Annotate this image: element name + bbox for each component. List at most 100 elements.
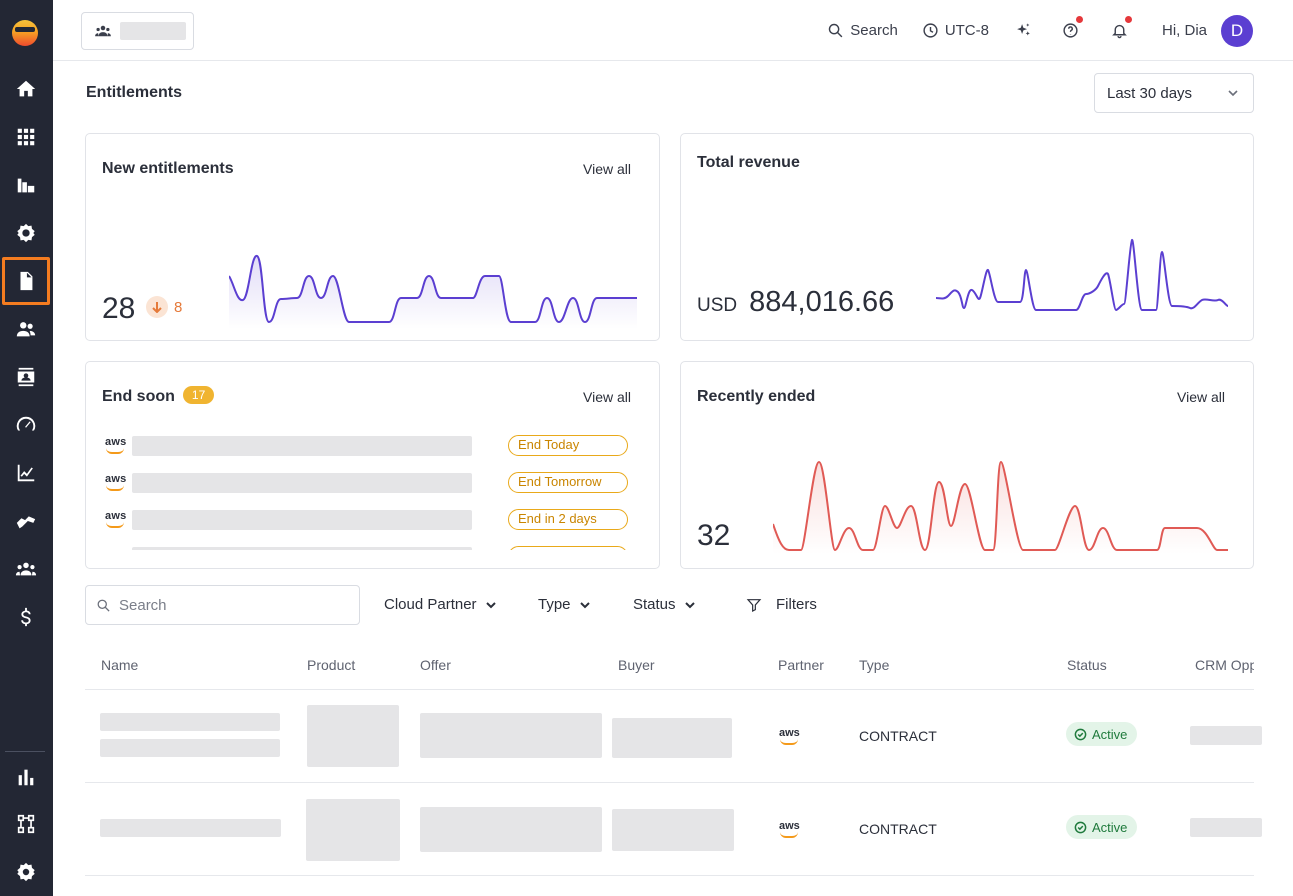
sparkline-area	[773, 462, 1228, 554]
team-switcher-button[interactable]	[81, 12, 194, 50]
redacted-entitlement-name	[132, 510, 472, 530]
list-item[interactable]: aws End Today	[102, 432, 632, 469]
type-filter[interactable]: Type	[538, 596, 591, 613]
settings-icon[interactable]	[3, 850, 49, 894]
redacted-name	[100, 713, 280, 731]
status-badge: Active	[1066, 722, 1138, 746]
redacted-entitlement-name	[132, 473, 472, 493]
list-item[interactable]	[102, 543, 632, 550]
apps-grid-icon[interactable]	[3, 115, 49, 159]
revenue-amount: 884,016.66	[749, 286, 895, 318]
search-label: Search	[850, 22, 898, 39]
handshake-icon[interactable]	[3, 499, 49, 543]
help-notification-dot	[1075, 15, 1083, 23]
type-cell: CONTRACT	[859, 821, 937, 837]
list-item[interactable]: aws End in 2 days	[102, 506, 632, 543]
column-header-crm-opp[interactable]: CRM Opp	[1195, 657, 1254, 673]
end-status-badge: End Tomorrow	[508, 472, 628, 493]
contacts-icon[interactable]	[3, 355, 49, 399]
help-button[interactable]	[1046, 13, 1095, 49]
chevron-down-icon	[684, 601, 695, 608]
end-soon-count-badge: 17	[182, 386, 215, 404]
recently-ended-count: 32	[697, 519, 731, 552]
users-icon[interactable]	[3, 307, 49, 351]
card-title: Total revenue	[697, 154, 800, 171]
ai-sparkle-button[interactable]	[1001, 13, 1046, 49]
view-all-link[interactable]: View all	[583, 161, 631, 177]
sparkle-icon	[1017, 23, 1030, 36]
home-icon[interactable]	[3, 67, 49, 111]
sparkline-area	[229, 255, 637, 329]
app-logo[interactable]	[12, 20, 38, 46]
team-icon[interactable]	[3, 547, 49, 591]
table-divider	[85, 782, 1254, 783]
list-item[interactable]: aws End Tomorrow	[102, 469, 632, 506]
end-soon-card: End soon 17 View all aws End Today aws En…	[85, 361, 660, 569]
notifications-button[interactable]	[1095, 13, 1144, 49]
end-soon-title: End soon	[102, 388, 175, 405]
top-bar: Search UTC-8 Hi, Dia D	[53, 0, 1293, 61]
timezone-label: UTC-8	[944, 22, 989, 39]
check-circle-icon	[1074, 821, 1087, 833]
sparkline-line	[229, 254, 637, 324]
column-header-partner[interactable]: Partner	[778, 657, 824, 673]
integration-flow-icon[interactable]	[3, 802, 49, 846]
sidebar	[0, 0, 53, 896]
end-status-badge	[508, 546, 628, 550]
column-header-type[interactable]: Type	[859, 657, 890, 673]
notification-dot	[1124, 15, 1132, 23]
bell-icon	[1112, 24, 1127, 39]
clock-icon	[923, 23, 938, 38]
user-menu[interactable]: Hi, Dia D	[1144, 13, 1253, 49]
cloud-partner-filter[interactable]: Cloud Partner	[384, 596, 497, 613]
status-badge: Active	[1066, 815, 1138, 839]
aws-logo-icon: aws	[779, 820, 800, 838]
aws-logo-icon: aws	[105, 510, 127, 528]
dollar-icon[interactable]	[3, 595, 49, 639]
settings-gear-icon[interactable]	[3, 211, 49, 255]
column-header-name[interactable]: Name	[101, 657, 139, 673]
document-icon[interactable]	[2, 257, 50, 305]
search-input[interactable]	[119, 596, 339, 614]
column-header-buyer[interactable]: Buyer	[618, 657, 655, 673]
filter-label: Status	[633, 596, 676, 613]
status-label: Active	[1092, 726, 1128, 742]
analytics-icon[interactable]	[3, 451, 49, 495]
arrow-down-icon	[146, 296, 168, 318]
table-divider	[85, 689, 1254, 690]
column-header-product[interactable]: Product	[307, 657, 356, 673]
view-all-link[interactable]: View all	[1177, 389, 1225, 405]
chevron-down-icon	[1228, 90, 1238, 97]
redacted-offer	[420, 807, 602, 852]
column-header-offer[interactable]: Offer	[420, 657, 451, 673]
card-title: Recently ended	[697, 388, 816, 405]
card-title: End soon 17	[102, 386, 215, 406]
date-range-select[interactable]: Last 30 days	[1094, 73, 1254, 113]
sparkline-line	[936, 238, 1228, 312]
new-entitlements-count: 28	[102, 292, 136, 325]
currency-label: USD	[697, 295, 738, 316]
bar-chart-icon[interactable]	[3, 755, 49, 799]
filter-label: Type	[538, 596, 571, 613]
sparkline-line	[773, 460, 1228, 552]
column-header-status[interactable]: Status	[1067, 657, 1107, 673]
filters-button[interactable]: Filters	[746, 596, 817, 613]
timezone-button[interactable]: UTC-8	[910, 13, 1001, 49]
view-all-link[interactable]: View all	[583, 389, 631, 405]
filter-label: Cloud Partner	[384, 596, 477, 613]
redacted-entitlement-name	[132, 547, 472, 550]
redacted-entitlement-name	[132, 436, 472, 456]
revenue-value: USD 884,016.66	[697, 286, 894, 319]
redacted-crm-opp	[1190, 726, 1262, 745]
status-filter[interactable]: Status	[633, 596, 696, 613]
search-button[interactable]: Search	[815, 13, 910, 49]
listings-icon[interactable]	[3, 163, 49, 207]
redacted-product	[306, 799, 400, 861]
redacted-offer	[420, 713, 602, 758]
search-icon	[829, 23, 843, 38]
speedometer-icon[interactable]	[3, 403, 49, 447]
table-search[interactable]	[85, 585, 360, 625]
user-greeting: Hi, Dia	[1161, 22, 1207, 39]
redacted-team-name	[120, 22, 186, 40]
aws-logo-icon: aws	[105, 436, 127, 454]
